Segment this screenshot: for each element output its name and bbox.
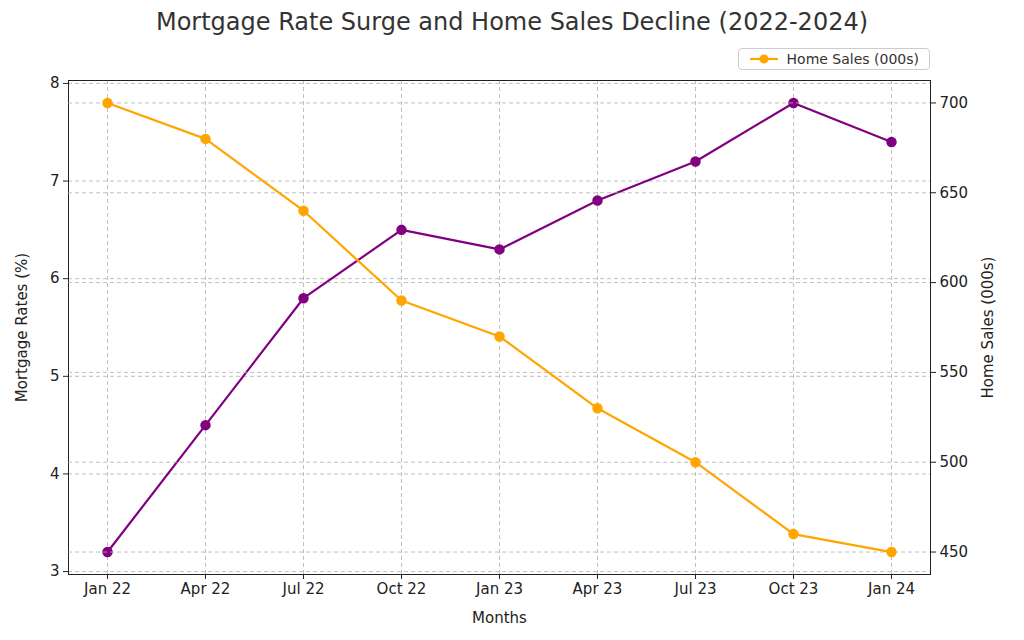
svg-text:Jan 24: Jan 24 xyxy=(867,580,915,598)
svg-text:Jul 23: Jul 23 xyxy=(674,580,717,598)
svg-text:Months: Months xyxy=(472,609,527,627)
svg-text:Home Sales (000s): Home Sales (000s) xyxy=(979,257,997,399)
html-text:Mortgage Rate Surge and Home S: Mortgage Rate Surge and Home Sales Decli… xyxy=(155,8,869,36)
svg-text:8: 8 xyxy=(50,74,60,92)
svg-text:3: 3 xyxy=(50,562,60,580)
svg-text:450: 450 xyxy=(940,543,969,561)
svg-text:Apr 22: Apr 22 xyxy=(181,580,231,598)
html-text:Home Sales (000s): Home Sales (000s) xyxy=(786,51,919,67)
svg-text:700: 700 xyxy=(940,94,969,112)
svg-text:4: 4 xyxy=(50,465,60,483)
svg-text:Jul 22: Jul 22 xyxy=(282,580,325,598)
svg-text:Mortgage Rates (%): Mortgage Rates (%) xyxy=(13,253,31,402)
svg-text:Jan 22: Jan 22 xyxy=(83,580,131,598)
svg-text:600: 600 xyxy=(940,273,969,291)
svg-text:7: 7 xyxy=(50,172,60,190)
svg-text:Oct 22: Oct 22 xyxy=(377,580,427,598)
svg-text:Jan 23: Jan 23 xyxy=(475,580,523,598)
svg-text:6: 6 xyxy=(50,269,60,287)
svg-text:Oct 23: Oct 23 xyxy=(769,580,819,598)
svg-text:650: 650 xyxy=(940,184,969,202)
svg-text:5: 5 xyxy=(50,367,60,385)
svg-text:500: 500 xyxy=(940,453,969,471)
svg-text:550: 550 xyxy=(940,363,969,381)
svg-text:Apr 23: Apr 23 xyxy=(573,580,623,598)
